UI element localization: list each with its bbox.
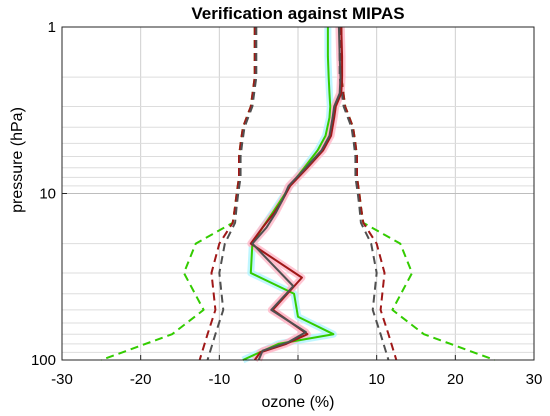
- y-tick-label: 10: [39, 186, 56, 203]
- x-axis: -30 -20 -10 0 10 20 30: [51, 355, 542, 388]
- y-axis-label: pressure (hPa): [9, 107, 26, 213]
- dashed-gray-line: [206, 27, 258, 361]
- x-tick-label: 20: [447, 371, 464, 388]
- x-axis-label: ozone (%): [262, 394, 335, 411]
- x-tick-label: -30: [51, 371, 73, 388]
- x-tick-label: 10: [368, 371, 385, 388]
- dashed-darkred-line: [340, 27, 398, 361]
- chart-title: Verification against MIPAS: [191, 4, 404, 23]
- dashed-gray-line: [338, 27, 390, 361]
- x-tick-label: 30: [526, 371, 543, 388]
- x-tick-label: -10: [208, 371, 230, 388]
- y-axis: 1 10 100: [31, 19, 67, 369]
- x-tick-label: -20: [130, 371, 152, 388]
- dashed-darkred-line: [198, 27, 256, 361]
- y-tick-label: 1: [48, 19, 56, 36]
- y-tick-label: 100: [31, 352, 56, 369]
- x-tick-label: 0: [294, 371, 302, 388]
- series-group: [100, 26, 496, 364]
- solid-gray-line: [251, 26, 342, 361]
